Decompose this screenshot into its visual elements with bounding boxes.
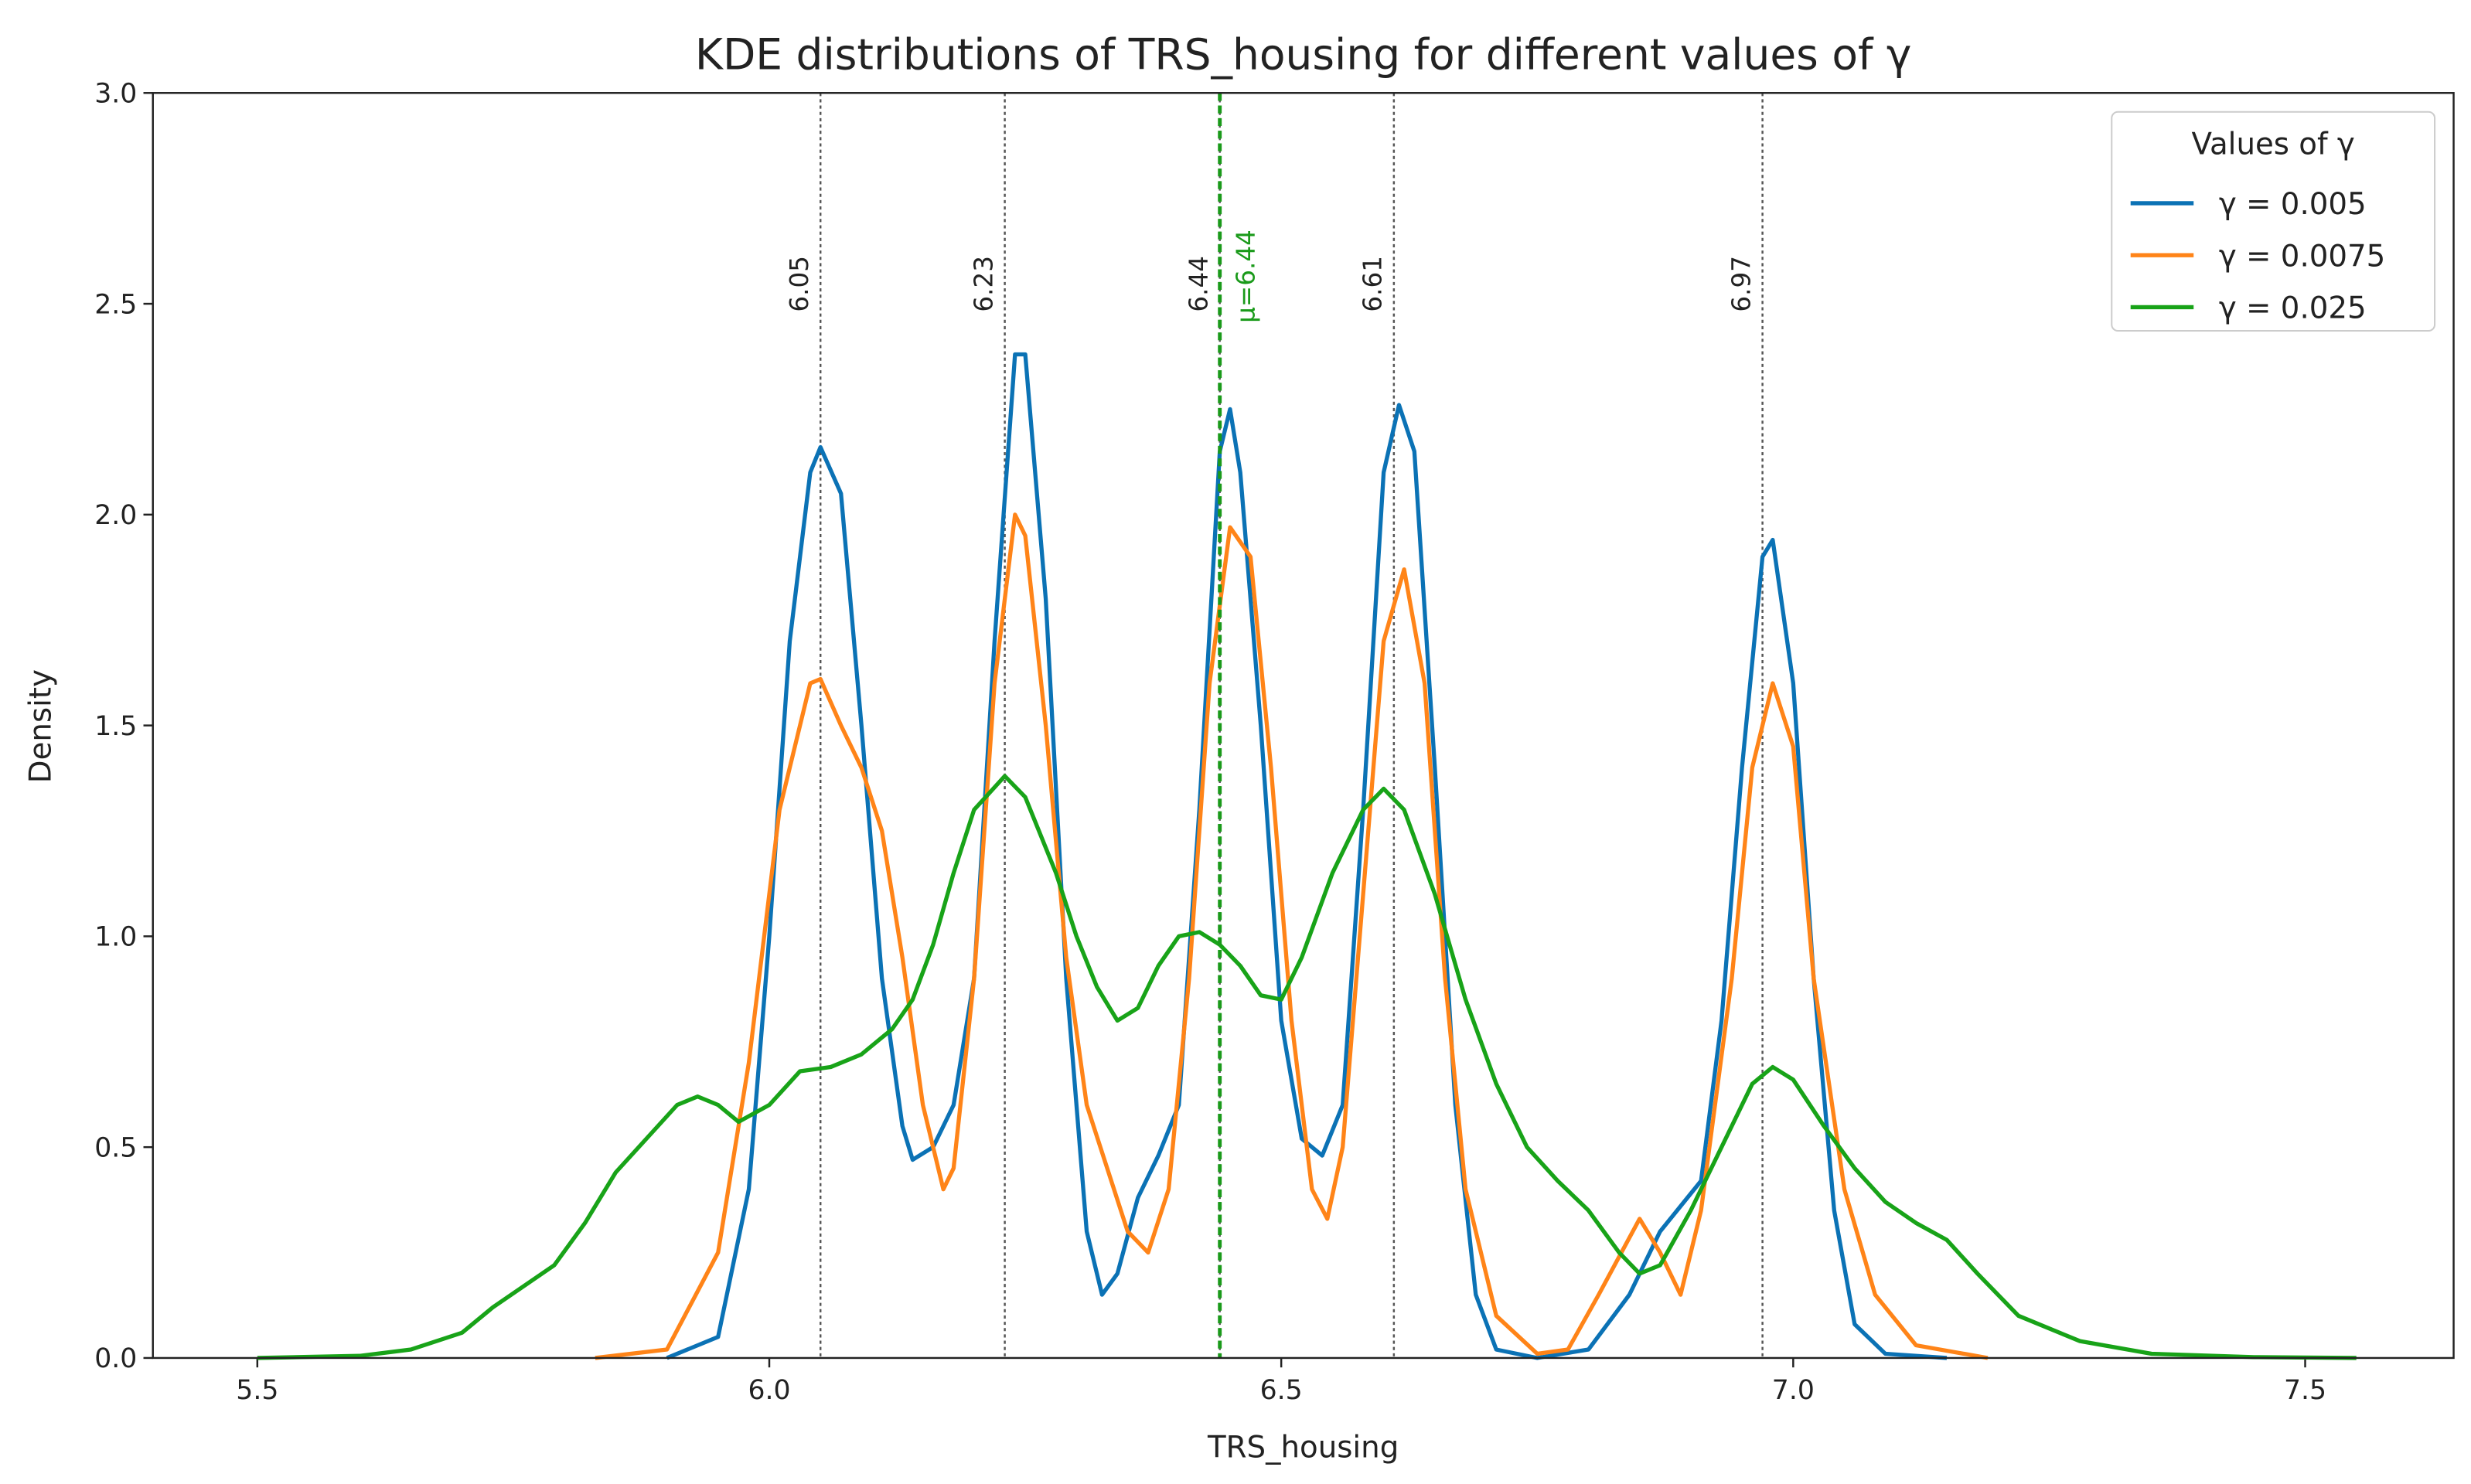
plot-frame [152,92,2455,1360]
x-tick-label: 5.5 [236,1375,278,1406]
mean-label: μ=6.44 [1232,230,1261,323]
legend: Values of γ γ = 0.005 γ = 0.0075 γ = 0.025 [2111,111,2436,332]
x-axis-label: TRS_housing [1207,1430,1399,1465]
reference-label: 6.44 [1184,256,1213,312]
kde-line [257,774,2357,1360]
reference-label: 6.23 [969,256,998,312]
chart-title: KDE distributions of TRS_housing for dif… [695,30,1912,80]
reference-label: 6.05 [785,256,814,312]
legend-box [2111,111,2436,332]
reference-label: 6.97 [1726,256,1756,312]
y-tick-label: 3.0 [94,78,137,109]
reference-label: 6.61 [1358,256,1388,312]
y-tick-label: 1.0 [94,922,137,953]
y-tick-label: 1.5 [94,711,137,742]
y-tick-label: 0.0 [94,1343,137,1374]
y-tick-label: 0.5 [94,1132,137,1163]
x-tick-label: 6.5 [1260,1375,1303,1406]
kde-line [666,352,1948,1360]
legend-label: γ = 0.025 [2219,291,2367,326]
legend-title: Values of γ [2191,128,2354,162]
x-tick-label: 7.0 [1772,1375,1815,1406]
kde-line [595,512,1989,1360]
legend-label: γ = 0.005 [2219,187,2367,222]
y-tick-label: 2.5 [94,289,137,320]
x-tick-label: 7.5 [2284,1375,2326,1406]
y-axis-label: Density [23,669,58,783]
legend-label: γ = 0.0075 [2219,239,2385,274]
y-tick-label: 2.0 [94,500,137,531]
x-tick-label: 6.0 [748,1375,790,1406]
